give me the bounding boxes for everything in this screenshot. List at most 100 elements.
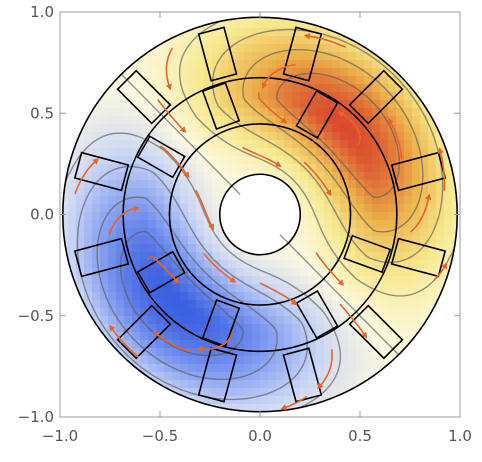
rotor-slot <box>201 81 241 131</box>
field-cell <box>124 316 133 325</box>
field-cell <box>372 316 381 325</box>
field-cell <box>132 292 141 301</box>
field-cell <box>212 372 221 381</box>
field-cell <box>220 180 229 189</box>
field-cell <box>340 212 349 221</box>
streamline <box>317 349 333 389</box>
field-cell <box>156 164 165 173</box>
field-cell <box>436 172 445 181</box>
field-cell <box>244 268 253 277</box>
field-cell <box>156 220 165 229</box>
field-cell <box>196 92 205 101</box>
field-cell <box>212 188 221 197</box>
field-cell <box>148 148 157 157</box>
field-cell <box>276 60 285 69</box>
field-cell <box>180 372 189 381</box>
field-cell <box>188 252 197 261</box>
field-cell <box>116 188 125 197</box>
field-cell <box>420 156 429 165</box>
field-cell <box>276 260 285 269</box>
field-cell <box>356 308 365 317</box>
field-cell <box>212 308 221 317</box>
field-cell <box>180 316 189 325</box>
field-cell <box>372 212 381 221</box>
field-cell <box>436 212 445 221</box>
field-cell <box>236 332 245 341</box>
field-cell <box>100 204 109 213</box>
field-cell <box>228 340 237 349</box>
field-cell <box>196 332 205 341</box>
field-cell <box>244 380 253 389</box>
field-cell <box>420 228 429 237</box>
field-cell <box>324 132 333 141</box>
field-cell <box>180 292 189 301</box>
field-cell <box>396 308 405 317</box>
field-cell <box>244 372 253 381</box>
field-cell <box>284 284 293 293</box>
field-cell <box>284 364 293 373</box>
field-cell <box>148 60 157 69</box>
field-cell <box>188 316 197 325</box>
field-cell <box>388 300 397 309</box>
field-cell <box>340 324 349 333</box>
field-cell <box>204 236 213 245</box>
field-cell <box>236 284 245 293</box>
field-cell <box>316 28 325 37</box>
field-cell <box>100 284 109 293</box>
field-cell <box>380 124 389 133</box>
field-cell <box>116 300 125 309</box>
field-cell <box>308 300 317 309</box>
field-cell <box>188 156 197 165</box>
field-cell <box>388 180 397 189</box>
field-cell <box>236 140 245 149</box>
field-cell <box>212 36 221 45</box>
field-cell <box>140 268 149 277</box>
field-cell <box>364 236 373 245</box>
field-cell <box>404 108 413 117</box>
field-cell <box>380 196 389 205</box>
field-cell <box>188 332 197 341</box>
field-cell <box>308 268 317 277</box>
field-cell <box>412 148 421 157</box>
field-cell <box>116 180 125 189</box>
field-cell <box>332 380 341 389</box>
field-cell <box>372 68 381 77</box>
field-cell <box>260 132 269 141</box>
field-cell <box>436 140 445 149</box>
field-cell <box>324 324 333 333</box>
field-cell <box>172 204 181 213</box>
field-cell <box>428 212 437 221</box>
field-cell <box>140 92 149 101</box>
field-cell <box>444 204 453 213</box>
streamline-arrow <box>317 382 324 390</box>
field-cell <box>212 212 221 221</box>
field-cell <box>228 28 237 37</box>
field-cell <box>452 212 458 221</box>
field-cell <box>188 188 197 197</box>
field-cell <box>196 292 205 301</box>
field-cell <box>212 348 221 357</box>
field-cell <box>228 284 237 293</box>
field-cell <box>156 44 165 53</box>
field-cell <box>196 108 205 117</box>
streamline-arrow <box>425 193 432 200</box>
field-cell <box>340 124 349 133</box>
x-tick-label: 0.5 <box>348 427 372 445</box>
field-cell <box>68 156 77 165</box>
streamline-arrow <box>173 277 180 284</box>
field-cell <box>172 324 181 333</box>
field-cell <box>236 116 245 125</box>
field-cell <box>188 372 197 381</box>
field-cell <box>388 156 397 165</box>
field-cell <box>284 44 293 53</box>
field-cell <box>180 140 189 149</box>
field-cell <box>404 124 413 133</box>
field-cell <box>420 172 429 181</box>
field-cell <box>116 292 125 301</box>
field-cell <box>76 244 85 253</box>
field-cell <box>244 84 253 93</box>
field-cell <box>268 92 277 101</box>
field-cell <box>156 68 165 77</box>
field-cell <box>260 84 269 93</box>
field-cell <box>436 236 445 245</box>
